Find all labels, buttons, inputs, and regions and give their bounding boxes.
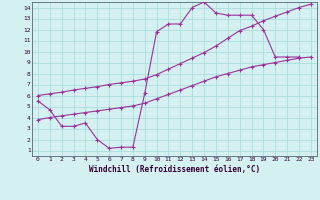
X-axis label: Windchill (Refroidissement éolien,°C): Windchill (Refroidissement éolien,°C): [89, 165, 260, 174]
